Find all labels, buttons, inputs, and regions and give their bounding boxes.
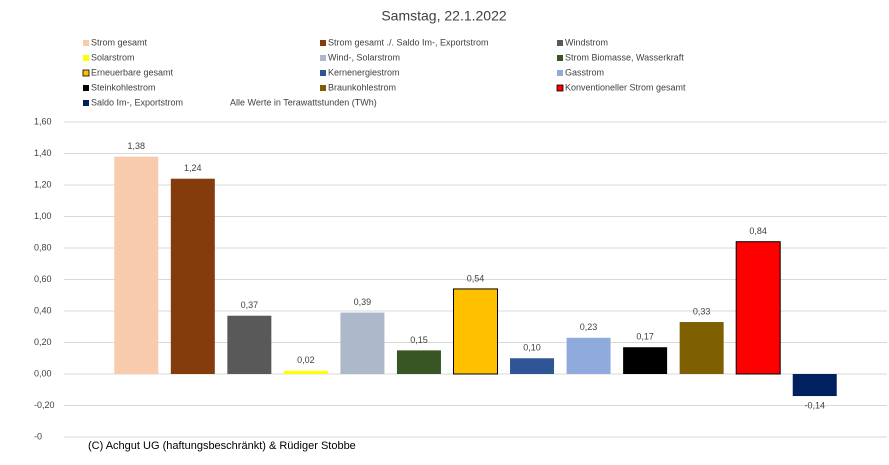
data-label: -0,14 [804, 400, 825, 410]
data-label: 0,23 [580, 322, 598, 332]
bar [170, 178, 215, 374]
footer: (C) Achgut UG (haftungsbeschränkt) & Rüd… [88, 440, 356, 452]
bar [227, 315, 272, 374]
y-tick-label: 0,60 [34, 274, 52, 284]
data-label: 0,15 [410, 335, 428, 345]
y-tick-label: 0,40 [34, 305, 52, 315]
legend-label: Strom gesamt ./. Saldo Im-, Exportstrom [328, 37, 489, 47]
y-tick-label: 1,20 [34, 179, 52, 189]
y-tick-label: 1,40 [34, 148, 52, 158]
data-label: 0,37 [241, 300, 259, 310]
legend-label: Strom Biomasse, Wasserkraft [565, 52, 684, 62]
legend-swatch [320, 70, 326, 76]
legend-swatch [320, 55, 326, 61]
legend-label: Saldo Im-, Exportstrom [91, 97, 183, 107]
legend-label: Braunkohlestrom [328, 82, 396, 92]
legend-swatch [83, 85, 89, 91]
y-tick-label: 1,00 [34, 211, 52, 221]
bar [114, 156, 159, 374]
data-label: 0,54 [467, 273, 485, 283]
legend-swatch [83, 100, 89, 106]
legend-swatch [320, 40, 326, 46]
data-label: 0,17 [636, 332, 654, 342]
legend-swatch [320, 85, 326, 91]
bar [623, 347, 668, 374]
data-label: 0,39 [354, 297, 372, 307]
bar [396, 350, 441, 374]
bar [735, 241, 781, 375]
data-label: 0,10 [523, 343, 541, 353]
legend-swatch [557, 70, 563, 76]
legend-label: Windstrom [565, 37, 608, 47]
bar [679, 322, 724, 374]
legend-swatch [557, 40, 563, 46]
bar [792, 374, 837, 397]
bar [566, 337, 611, 374]
bar [340, 312, 385, 374]
legend-label: Solarstrom [91, 52, 135, 62]
data-label: 0,84 [749, 226, 767, 236]
legend-swatch [83, 55, 89, 61]
y-tick-label: 0,00 [34, 368, 52, 378]
y-tick-label: -0,20 [34, 400, 55, 410]
legend-swatch [556, 84, 564, 92]
data-label: 1,24 [184, 163, 202, 173]
legend-swatch [83, 40, 89, 46]
y-tick-label: -0 [34, 431, 42, 441]
y-tick-label: 1,60 [34, 116, 52, 126]
chart-title: Samstag, 22.1.2022 [381, 8, 507, 24]
legend-label: Steinkohlestrom [91, 82, 156, 92]
legend-swatch [557, 55, 563, 61]
legend-label: Wind-, Solarstrom [328, 52, 400, 62]
y-tick-label: 0,80 [34, 242, 52, 252]
data-label: 1,38 [128, 141, 146, 151]
data-label: 0,33 [693, 306, 711, 316]
legend-label: Gasstrom [565, 67, 604, 77]
y-tick-label: 0,20 [34, 337, 52, 347]
bar [453, 288, 498, 375]
legend-label: Konventioneller Strom gesamt [565, 82, 686, 92]
bar [510, 358, 555, 374]
legend-label: Kernenergiestrom [328, 67, 400, 77]
bar [283, 370, 328, 374]
legend-label: Strom gesamt [91, 37, 148, 47]
data-label: 0,02 [297, 355, 315, 365]
legend-swatch [82, 69, 90, 77]
legend-label: Erneuerbare gesamt [91, 67, 174, 77]
annotation: Alle Werte in Terawattstunden (TWh) [230, 97, 377, 107]
